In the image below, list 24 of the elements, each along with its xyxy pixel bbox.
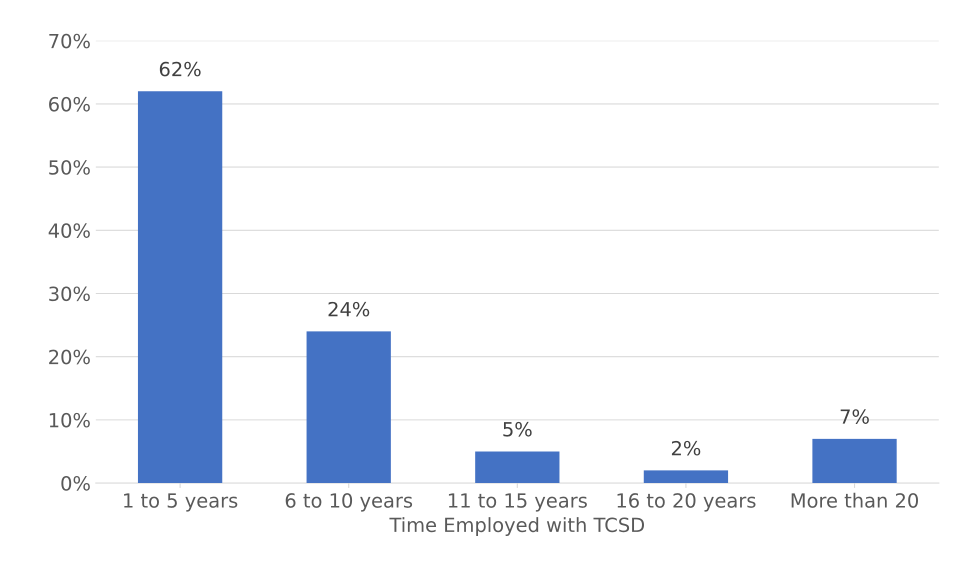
y-tick-label: 40% (48, 223, 90, 238)
y-tick-label: 20% (49, 350, 90, 364)
data-label: 62% (160, 62, 201, 76)
y-tick-label: 60% (49, 96, 90, 112)
bar (644, 470, 728, 484)
y-tick-label: 10% (50, 412, 90, 428)
bar (138, 91, 222, 484)
y-tick-label: 70% (49, 34, 90, 48)
x-tick-label: 16 to 20 years (618, 493, 756, 512)
bar (812, 438, 897, 484)
bar (475, 451, 560, 484)
data-label: 2% (672, 440, 700, 456)
x-tick-label: More than 20 (792, 492, 918, 508)
data-label: 7% (840, 409, 869, 424)
x-axis-title: Time Employed with TCSD (389, 517, 644, 536)
x-tick-label: 6 to 10 years (286, 493, 412, 512)
bar (306, 331, 391, 484)
y-tick-label: 0% (61, 476, 90, 491)
x-tick-label: 1 to 5 years (124, 493, 238, 512)
x-tick-label: 11 to 15 years (448, 493, 587, 512)
y-tick-label: 30% (49, 286, 90, 302)
y-tick-label: 50% (49, 160, 90, 175)
data-label: 5% (503, 422, 532, 437)
data-label: 24% (328, 302, 370, 317)
